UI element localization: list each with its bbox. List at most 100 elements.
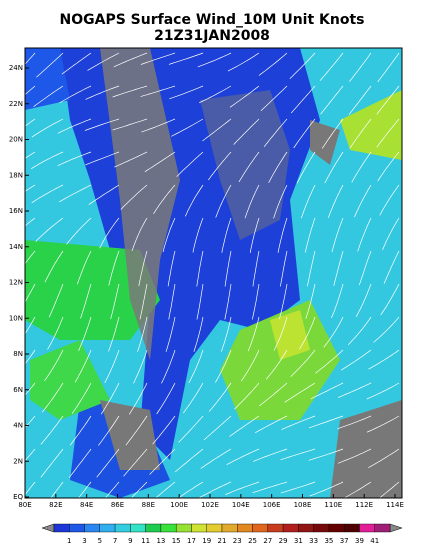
streamline — [331, 217, 344, 253]
lat-label: 4N — [13, 422, 23, 430]
lon-label: 100E — [170, 501, 188, 509]
streamline — [290, 85, 316, 114]
streamline — [337, 382, 372, 398]
streamline — [310, 382, 344, 400]
colorbar-swatch — [374, 523, 391, 533]
colorbar-swatch — [206, 523, 223, 533]
streamline — [289, 52, 316, 79]
colorbar-swatch — [221, 523, 238, 533]
streamline — [48, 283, 64, 318]
streamline — [108, 316, 120, 352]
colorbar-swatch — [313, 523, 330, 533]
streamline — [273, 316, 288, 351]
streamline — [59, 184, 92, 203]
streamline — [253, 448, 288, 462]
streamline — [57, 151, 92, 167]
colorbar-label: 27 — [263, 537, 272, 545]
streamline — [368, 448, 400, 469]
streamline — [87, 52, 120, 71]
streamline — [50, 481, 64, 498]
streamline — [41, 382, 64, 413]
streamline — [320, 85, 344, 115]
streamline — [380, 283, 400, 316]
streamline — [183, 382, 204, 414]
map-frame — [24, 47, 403, 499]
colorbar-label: 39 — [355, 537, 364, 545]
lon-label: 106E — [263, 501, 281, 509]
colorbar-arrow-right — [389, 523, 403, 533]
streamline — [169, 85, 204, 100]
streamline — [25, 415, 36, 429]
streamline — [258, 52, 288, 76]
colorbar-swatch — [252, 523, 269, 533]
lon-label: 108E — [294, 501, 312, 509]
lon-label: 102E — [201, 501, 219, 509]
lat-label: 10N — [9, 314, 23, 322]
streamline — [349, 52, 372, 82]
streamline — [78, 481, 92, 498]
colorbar-label: 31 — [294, 537, 303, 545]
streamline — [366, 382, 400, 400]
streamline — [196, 250, 204, 287]
colorbar-swatch — [84, 523, 101, 533]
streamline — [215, 349, 232, 383]
streamline — [25, 316, 36, 335]
streamline — [177, 481, 204, 498]
streamline — [31, 184, 64, 204]
streamline — [263, 118, 288, 148]
colorbar-label: 7 — [113, 537, 117, 545]
streamline — [123, 448, 148, 477]
streamline — [25, 448, 36, 462]
streamline — [321, 118, 344, 149]
streamline — [224, 250, 232, 287]
streamline — [31, 118, 64, 138]
streamline — [161, 349, 176, 384]
streamline — [337, 448, 372, 464]
colorbar-arrow-left — [41, 523, 55, 533]
colorbar-swatch — [282, 523, 299, 533]
colorbar-swatch — [99, 523, 116, 533]
lat-label: EQ — [13, 493, 23, 501]
streamline — [341, 349, 372, 371]
streamline — [224, 283, 232, 320]
lat-label: 8N — [13, 350, 23, 358]
streamline — [59, 85, 92, 104]
colorbar-label: 21 — [218, 537, 227, 545]
streamline — [162, 217, 176, 252]
streamline — [265, 349, 288, 380]
streamline — [25, 283, 36, 303]
streamline — [112, 85, 148, 98]
streamline — [323, 316, 344, 348]
colorbar-label: 15 — [172, 537, 181, 545]
streamline — [349, 118, 372, 149]
streamline — [229, 85, 260, 108]
streamline — [308, 415, 344, 429]
streamline — [61, 52, 92, 75]
streamline — [25, 481, 36, 496]
streamline — [130, 481, 148, 498]
streamline — [25, 382, 36, 396]
streamline — [25, 217, 36, 227]
streamline — [244, 184, 260, 219]
streamline — [382, 217, 400, 251]
streamline — [278, 283, 288, 320]
streamline — [85, 151, 120, 166]
streamline — [347, 316, 372, 345]
streamline — [71, 382, 92, 414]
lon-label: 88E — [142, 501, 155, 509]
streamline — [110, 283, 120, 320]
colorbar-label: 1 — [67, 537, 71, 545]
colorbar-swatch — [160, 523, 177, 533]
colorbar-label: 11 — [141, 537, 150, 545]
streamline — [238, 151, 260, 183]
streamline — [114, 151, 148, 168]
streamline — [104, 481, 120, 498]
streamline — [44, 250, 64, 283]
streamline — [226, 448, 260, 466]
streamline — [140, 52, 176, 65]
colorbar-label: 9 — [128, 537, 132, 545]
streamline — [354, 184, 372, 218]
lat-label: 12N — [9, 279, 23, 287]
colorbar-swatch — [191, 523, 207, 533]
streamline — [221, 217, 232, 253]
